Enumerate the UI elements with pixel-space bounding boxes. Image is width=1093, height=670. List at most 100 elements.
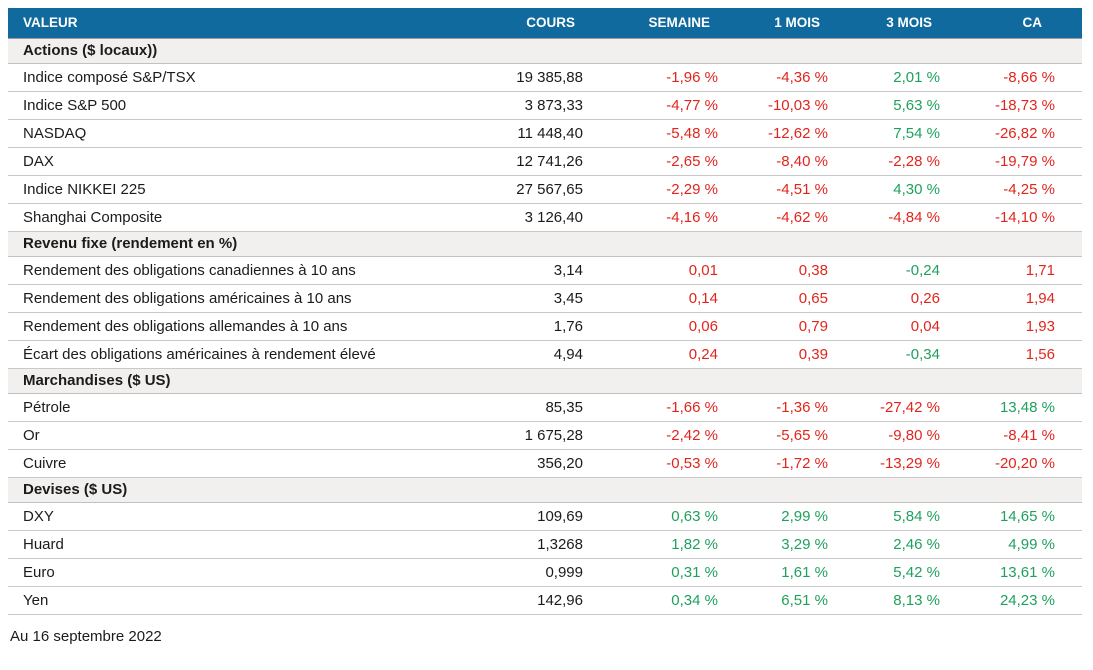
change-3-mois: -4,84 % (840, 203, 952, 232)
cours-value: 109,69 (460, 502, 595, 531)
change-1-mois: 0,65 (730, 284, 840, 313)
table-row-dxy: DXY 109,69 0,63 % 2,99 % 5,84 % 14,65 % (8, 502, 1082, 531)
row-label: Indice composé S&P/TSX (8, 63, 460, 92)
column-header-semaine: SEMAINE (595, 8, 730, 38)
section-row-marchandises-us: Marchandises ($ US) (8, 367, 1082, 394)
header-row: VALEUR COURS SEMAINE 1 MOIS 3 MOIS CA (8, 8, 1082, 38)
cours-value: 1,3268 (460, 530, 595, 559)
change-3-mois: 4,30 % (840, 175, 952, 204)
cours-value: 142,96 (460, 586, 595, 615)
table-row-rendement-des-obligations-canadiennes-10-ans: Rendement des obligations canadiennes à … (8, 256, 1082, 285)
table-row-indice-s-p-500: Indice S&P 500 3 873,33 -4,77 % -10,03 % 5,6… (8, 91, 1082, 120)
table-row-cuivre: Cuivre 356,20 -0,53 % -1,72 % -13,29 % -20,20… (8, 449, 1082, 478)
table-row-euro: Euro 0,999 0,31 % 1,61 % 5,42 % 13,61 % (8, 558, 1082, 587)
table-row-huard: Huard 1,3268 1,82 % 3,29 % 2,46 % 4,99 % (8, 530, 1082, 559)
table-row-shanghai-composite: Shanghai Composite 3 126,40 -4,16 % -4,62 %… (8, 203, 1082, 232)
cours-value: 27 567,65 (460, 175, 595, 204)
page-container: VALEUR COURS SEMAINE 1 MOIS 3 MOIS CA Actions… (8, 8, 1082, 645)
row-label: Rendement des obligations allemandes à 1… (8, 312, 460, 341)
change-semaine: 0,01 (595, 256, 730, 285)
change-ca: 1,94 (952, 284, 1082, 313)
change-ca: 4,99 % (952, 530, 1082, 559)
row-label: Cuivre (8, 449, 460, 478)
change-ca: 14,65 % (952, 502, 1082, 531)
cours-value: 4,94 (460, 340, 595, 369)
cours-value: 3 126,40 (460, 203, 595, 232)
change-3-mois: -9,80 % (840, 421, 952, 450)
change-3-mois: -0,24 (840, 256, 952, 285)
change-3-mois: -2,28 % (840, 147, 952, 176)
table-row-rendement-des-obligations-am-ricaines-10-ans: Rendement des obligations américaines à … (8, 284, 1082, 313)
as-of-date: Au 16 septembre 2022 (10, 627, 162, 645)
change-semaine: 0,14 (595, 284, 730, 313)
market-data-table: VALEUR COURS SEMAINE 1 MOIS 3 MOIS CA Actions… (8, 8, 1082, 615)
change-ca: 1,93 (952, 312, 1082, 341)
change-3-mois: 2,46 % (840, 530, 952, 559)
table-header: VALEUR COURS SEMAINE 1 MOIS 3 MOIS CA (8, 8, 1082, 38)
row-label: Or (8, 421, 460, 450)
table-row-dax: DAX 12 741,26 -2,65 % -8,40 % -2,28 % -19,79 … (8, 147, 1082, 176)
cours-value: 3,45 (460, 284, 595, 313)
change-1-mois: 6,51 % (730, 586, 840, 615)
section-row-actions-locaux: Actions ($ locaux)) (8, 37, 1082, 64)
change-semaine: 0,06 (595, 312, 730, 341)
change-semaine: -1,66 % (595, 393, 730, 422)
change-3-mois: 8,13 % (840, 586, 952, 615)
change-semaine: 1,82 % (595, 530, 730, 559)
row-label: Shanghai Composite (8, 203, 460, 232)
change-semaine: -1,96 % (595, 63, 730, 92)
table-row-or: Or 1 675,28 -2,42 % -5,65 % -9,80 % -8,41 % (8, 421, 1082, 450)
column-header-3-mois: 3 MOIS (840, 8, 952, 38)
column-header-1-mois: 1 MOIS (730, 8, 840, 38)
cours-value: 3,14 (460, 256, 595, 285)
change-ca: -4,25 % (952, 175, 1082, 204)
change-1-mois: -1,72 % (730, 449, 840, 478)
change-semaine: -4,77 % (595, 91, 730, 120)
column-header-ca: CA (952, 8, 1082, 38)
section-header-label: Devises ($ US) (8, 476, 1082, 503)
row-label: Écart des obligations américaines à rend… (8, 340, 460, 369)
change-semaine: -0,53 % (595, 449, 730, 478)
change-1-mois: 0,38 (730, 256, 840, 285)
change-3-mois: -0,34 (840, 340, 952, 369)
change-ca: -18,73 % (952, 91, 1082, 120)
column-header-cours: COURS (460, 8, 595, 38)
table-row-yen: Yen 142,96 0,34 % 6,51 % 8,13 % 24,23 % (8, 586, 1082, 615)
cours-value: 19 385,88 (460, 63, 595, 92)
row-label: Yen (8, 586, 460, 615)
change-3-mois: 0,04 (840, 312, 952, 341)
change-1-mois: -5,65 % (730, 421, 840, 450)
change-3-mois: -27,42 % (840, 393, 952, 422)
row-label: DAX (8, 147, 460, 176)
change-3-mois: 7,54 % (840, 119, 952, 148)
change-semaine: 0,24 (595, 340, 730, 369)
change-1-mois: -4,51 % (730, 175, 840, 204)
row-label: Euro (8, 558, 460, 587)
change-3-mois: 2,01 % (840, 63, 952, 92)
change-1-mois: 3,29 % (730, 530, 840, 559)
table-row-nasdaq: NASDAQ 11 448,40 -5,48 % -12,62 % 7,54 % -26,… (8, 119, 1082, 148)
cours-value: 356,20 (460, 449, 595, 478)
cours-value: 12 741,26 (460, 147, 595, 176)
row-label: Indice NIKKEI 225 (8, 175, 460, 204)
column-header-valeur: VALEUR (8, 8, 460, 38)
change-ca: 1,56 (952, 340, 1082, 369)
change-ca: -26,82 % (952, 119, 1082, 148)
section-row-devises-us: Devises ($ US) (8, 476, 1082, 503)
section-row-revenu-fixe-rendement-en: Revenu fixe (rendement en %) (8, 230, 1082, 257)
change-1-mois: 0,79 (730, 312, 840, 341)
row-label: Rendement des obligations américaines à … (8, 284, 460, 313)
row-label: Rendement des obligations canadiennes à … (8, 256, 460, 285)
change-semaine: 0,63 % (595, 502, 730, 531)
row-label: Indice S&P 500 (8, 91, 460, 120)
change-3-mois: 5,42 % (840, 558, 952, 587)
row-label: Pétrole (8, 393, 460, 422)
section-header-label: Marchandises ($ US) (8, 367, 1082, 394)
change-3-mois: -13,29 % (840, 449, 952, 478)
change-1-mois: -4,36 % (730, 63, 840, 92)
change-semaine: -4,16 % (595, 203, 730, 232)
table-row-rendement-des-obligations-allemandes-10-ans: Rendement des obligations allemandes à 1… (8, 312, 1082, 341)
change-1-mois: 2,99 % (730, 502, 840, 531)
change-1-mois: 1,61 % (730, 558, 840, 587)
change-3-mois: 5,84 % (840, 502, 952, 531)
